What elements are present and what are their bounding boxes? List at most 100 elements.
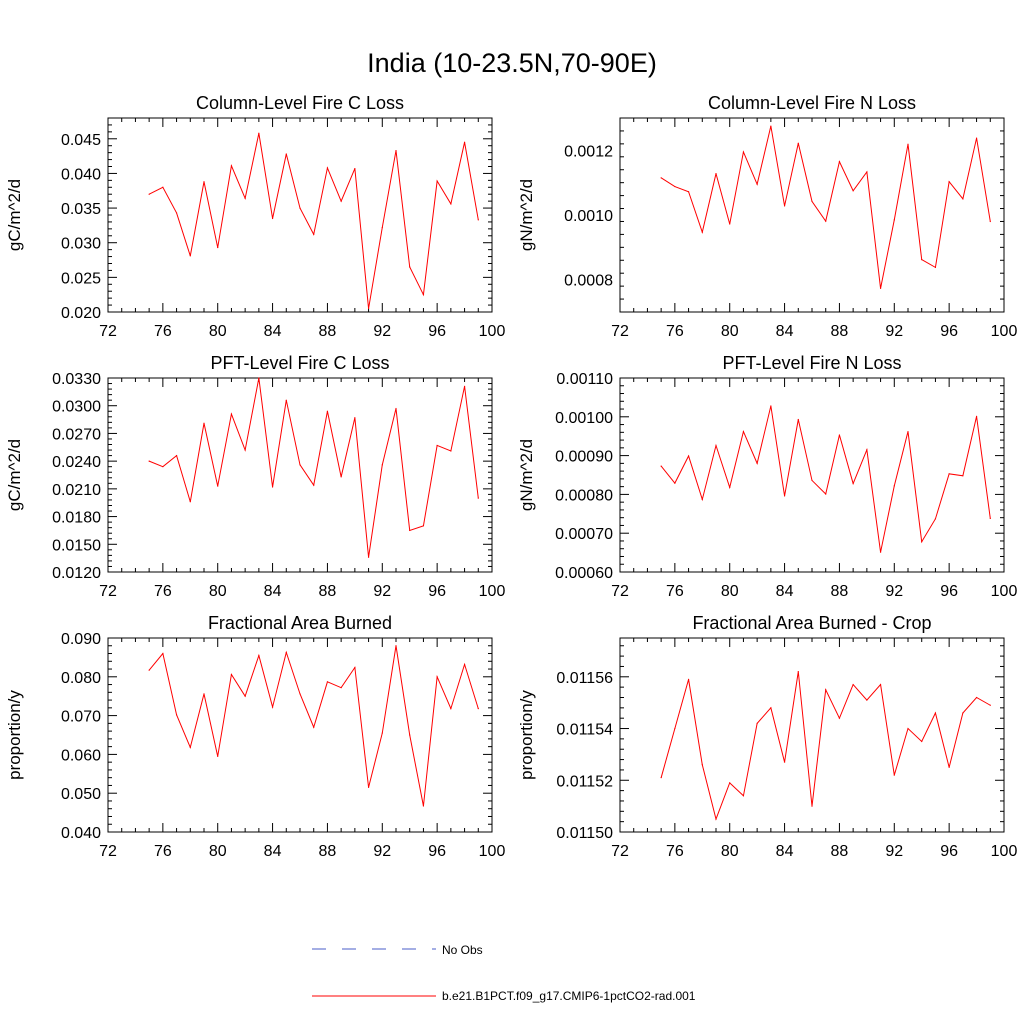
x-tick-label: 96 [428, 583, 446, 600]
figure-title: India (10-23.5N,70-90E) [367, 48, 657, 78]
data-point [230, 413, 233, 415]
data-point [756, 462, 758, 464]
data-point [217, 485, 219, 487]
data-point [395, 645, 397, 647]
data-point [230, 673, 233, 676]
data-point [217, 755, 219, 757]
data-point [463, 141, 466, 143]
y-tick-label: 0.080 [61, 670, 101, 687]
x-tick-label: 76 [154, 843, 172, 860]
data-point [203, 181, 205, 183]
data-point [381, 464, 383, 466]
y-tick-label: 0.020 [61, 305, 101, 322]
data-point [948, 473, 950, 475]
series-line [660, 125, 991, 289]
data-point [354, 666, 356, 669]
data-point [258, 377, 260, 379]
data-point [162, 652, 164, 655]
x-tick-label: 72 [99, 843, 117, 860]
data-point [409, 266, 411, 268]
x-tick-label: 88 [319, 583, 337, 600]
x-tick-label: 100 [479, 323, 506, 340]
x-tick-label: 80 [209, 323, 227, 340]
x-tick-label: 92 [373, 583, 391, 600]
data-point [866, 171, 868, 173]
data-point [326, 167, 329, 169]
chart-title: PFT-Level Fire C Loss [210, 353, 389, 373]
data-point [948, 181, 950, 183]
data-point [838, 161, 841, 163]
data-point [422, 525, 425, 527]
data-point [797, 418, 799, 421]
data-point [381, 226, 383, 229]
data-point [450, 450, 452, 452]
data-point [989, 220, 991, 223]
y-axis-label: gC/m^2/d [5, 179, 24, 251]
y-tick-label: 0.0210 [52, 482, 101, 499]
x-tick-label: 84 [776, 323, 794, 340]
data-point [879, 551, 882, 553]
data-point [825, 493, 827, 495]
data-point [175, 455, 178, 457]
y-tick-label: 0.0180 [52, 510, 101, 527]
y-tick-label: 0.070 [61, 709, 101, 726]
data-point [340, 476, 342, 478]
data-point [715, 818, 717, 820]
data-point [463, 385, 466, 387]
y-tick-label: 0.0330 [52, 371, 101, 388]
data-point [879, 287, 882, 289]
chart-title: Column-Level Fire N Loss [708, 93, 916, 113]
legend: No Obs b.e21.B1PCT.f09_g17.CMIP6-1pctCO2… [312, 943, 696, 1003]
data-point [395, 407, 397, 410]
data-point [852, 190, 854, 192]
y-tick-label: 0.030 [61, 236, 101, 253]
data-point [893, 219, 895, 221]
data-point [783, 205, 786, 207]
data-point [340, 200, 342, 202]
data-point [921, 259, 923, 261]
data-point [742, 430, 745, 433]
chart-panel-2: Column-Level Fire N Loss 72 76 80 84 88 92 96 10… [517, 93, 1017, 340]
data-point [674, 185, 676, 188]
data-point [907, 430, 909, 433]
data-point [797, 671, 799, 673]
data-point [660, 465, 662, 467]
data-point [285, 399, 287, 401]
x-tick-label: 100 [991, 583, 1018, 600]
data-point [907, 727, 909, 730]
legend-model-label: b.e21.B1PCT.f09_g17.CMIP6-1pctCO2-rad.00… [442, 989, 696, 1003]
y-tick-label: 0.0300 [52, 399, 101, 416]
x-tick-label: 72 [99, 323, 117, 340]
data-point [477, 708, 479, 710]
plot-frame [107, 377, 493, 573]
x-tick-label: 96 [940, 583, 958, 600]
data-point [340, 687, 342, 689]
y-axis-label: gN/m^2/d [517, 439, 536, 511]
x-tick-label: 84 [264, 843, 282, 860]
y-tick-label: 0.01154 [556, 722, 613, 739]
data-point [975, 137, 978, 139]
series-line [148, 377, 479, 558]
data-point [989, 704, 991, 706]
x-tick-label: 72 [611, 583, 629, 600]
plot-frame [107, 117, 493, 313]
data-point [409, 529, 411, 532]
y-tick-label: 0.045 [61, 132, 101, 149]
plot-frame [619, 377, 1005, 573]
data-point [299, 464, 301, 466]
data-point [770, 125, 772, 127]
data-point [687, 455, 690, 457]
chart-panel-3: PFT-Level Fire C Loss 72 76 80 84 88 92 96 100 0.… [5, 353, 505, 600]
chart-panel-5: Fractional Area Burned 72 76 80 84 88 92 96 100 0… [5, 613, 505, 860]
y-tick-label: 0.0008 [564, 273, 613, 290]
data-point [258, 132, 260, 134]
y-axis-label: gN/m^2/d [517, 179, 536, 251]
data-point [148, 460, 150, 462]
x-tick-label: 76 [666, 323, 684, 340]
data-point [701, 231, 703, 233]
data-point [674, 727, 676, 730]
plot-frame [619, 117, 1005, 313]
data-point [477, 497, 479, 499]
data-point [313, 726, 315, 728]
y-tick-label: 0.0012 [564, 143, 613, 160]
